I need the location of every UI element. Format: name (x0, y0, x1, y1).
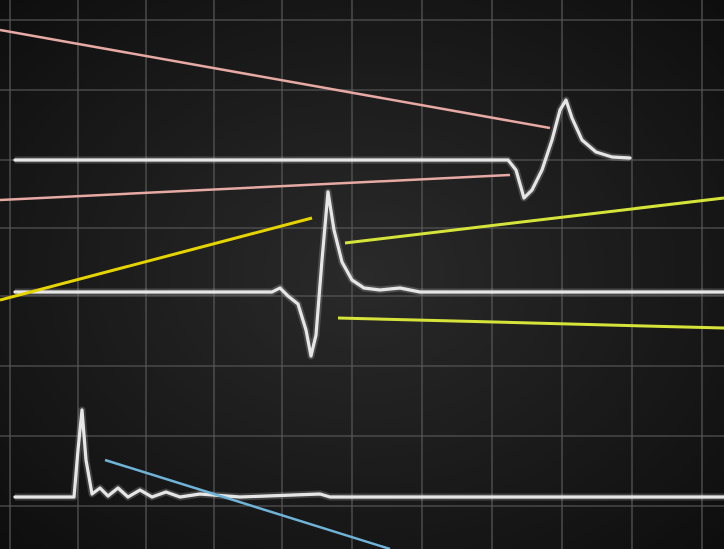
trace (13, 408, 724, 499)
annotation-line (0, 216, 313, 302)
trace (13, 98, 632, 200)
annotation-line (0, 173, 511, 202)
annotation-line (104, 458, 391, 549)
trace (13, 190, 724, 358)
annotation-line (344, 196, 724, 245)
annotation-line (0, 28, 551, 130)
annotation-line (337, 316, 724, 330)
